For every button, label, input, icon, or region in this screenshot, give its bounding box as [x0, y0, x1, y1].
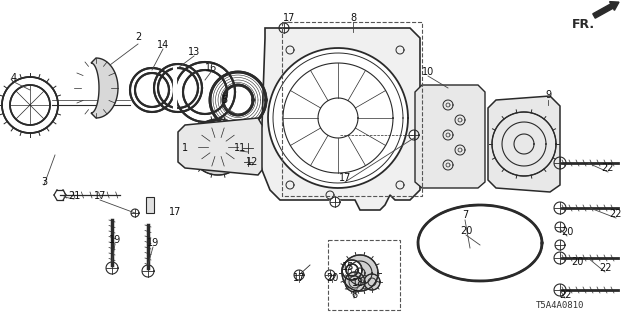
Text: 13: 13 [188, 47, 200, 57]
Bar [328, 240, 400, 310]
Text: 22: 22 [599, 263, 611, 273]
Polygon shape [415, 85, 485, 188]
Polygon shape [488, 96, 560, 192]
Text: 17: 17 [283, 13, 295, 23]
Polygon shape [223, 85, 253, 115]
Text: 20: 20 [460, 226, 472, 236]
Text: FR.: FR. [572, 18, 595, 30]
Polygon shape [198, 127, 238, 167]
FancyArrow shape [593, 2, 619, 18]
Text: 20: 20 [571, 257, 583, 267]
Polygon shape [294, 270, 304, 280]
Text: 22: 22 [610, 209, 622, 219]
Polygon shape [142, 265, 154, 277]
Polygon shape [409, 130, 419, 140]
Text: 18: 18 [352, 278, 364, 288]
Polygon shape [554, 157, 566, 169]
Polygon shape [342, 255, 378, 291]
Text: 6: 6 [351, 290, 357, 300]
Polygon shape [135, 73, 169, 107]
Polygon shape [243, 143, 253, 153]
Text: 11: 11 [234, 143, 246, 153]
Text: 8: 8 [350, 13, 356, 23]
Text: 10: 10 [422, 67, 434, 77]
Polygon shape [555, 240, 565, 250]
Polygon shape [268, 48, 408, 188]
Polygon shape [554, 284, 566, 296]
Polygon shape [106, 262, 118, 274]
Polygon shape [342, 260, 362, 280]
Bar [282, 22, 422, 196]
Polygon shape [258, 28, 420, 210]
Polygon shape [364, 274, 380, 290]
Text: 17: 17 [339, 173, 351, 183]
Text: 22: 22 [602, 163, 614, 173]
Polygon shape [190, 119, 246, 175]
Polygon shape [244, 158, 252, 166]
Polygon shape [91, 58, 118, 118]
Polygon shape [330, 197, 340, 207]
Polygon shape [554, 202, 566, 214]
Text: 20: 20 [326, 273, 338, 283]
Text: 19: 19 [109, 235, 121, 245]
Text: 15: 15 [342, 262, 354, 272]
Text: 3: 3 [41, 177, 47, 187]
Polygon shape [158, 68, 198, 108]
Text: 2: 2 [135, 32, 141, 42]
Polygon shape [554, 252, 566, 264]
Polygon shape [502, 122, 546, 166]
Text: 17: 17 [94, 191, 106, 201]
Polygon shape [183, 70, 227, 114]
Polygon shape [210, 72, 266, 128]
Text: 21: 21 [68, 191, 80, 201]
Polygon shape [492, 112, 556, 176]
Text: 1: 1 [182, 143, 188, 153]
Text: 17: 17 [293, 273, 305, 283]
Polygon shape [345, 272, 365, 292]
Text: 19: 19 [147, 238, 159, 248]
Text: 7: 7 [462, 210, 468, 220]
Polygon shape [178, 118, 262, 175]
Polygon shape [175, 62, 235, 122]
Polygon shape [130, 68, 174, 112]
Text: 9: 9 [545, 90, 551, 100]
Polygon shape [555, 222, 565, 232]
Polygon shape [2, 77, 58, 133]
Polygon shape [10, 85, 50, 125]
Polygon shape [279, 23, 289, 33]
Text: 4: 4 [11, 73, 17, 83]
Polygon shape [325, 270, 335, 280]
Polygon shape [131, 209, 139, 217]
Text: 5: 5 [221, 95, 227, 105]
Text: 14: 14 [157, 40, 169, 50]
Text: 16: 16 [205, 63, 217, 73]
Text: 17: 17 [169, 207, 181, 217]
Text: 22: 22 [559, 290, 572, 300]
Polygon shape [154, 64, 202, 112]
Text: 12: 12 [246, 157, 258, 167]
Text: T5A4A0810: T5A4A0810 [536, 300, 584, 309]
Text: 20: 20 [561, 227, 573, 237]
Bar [146, 197, 154, 213]
Polygon shape [346, 264, 358, 276]
